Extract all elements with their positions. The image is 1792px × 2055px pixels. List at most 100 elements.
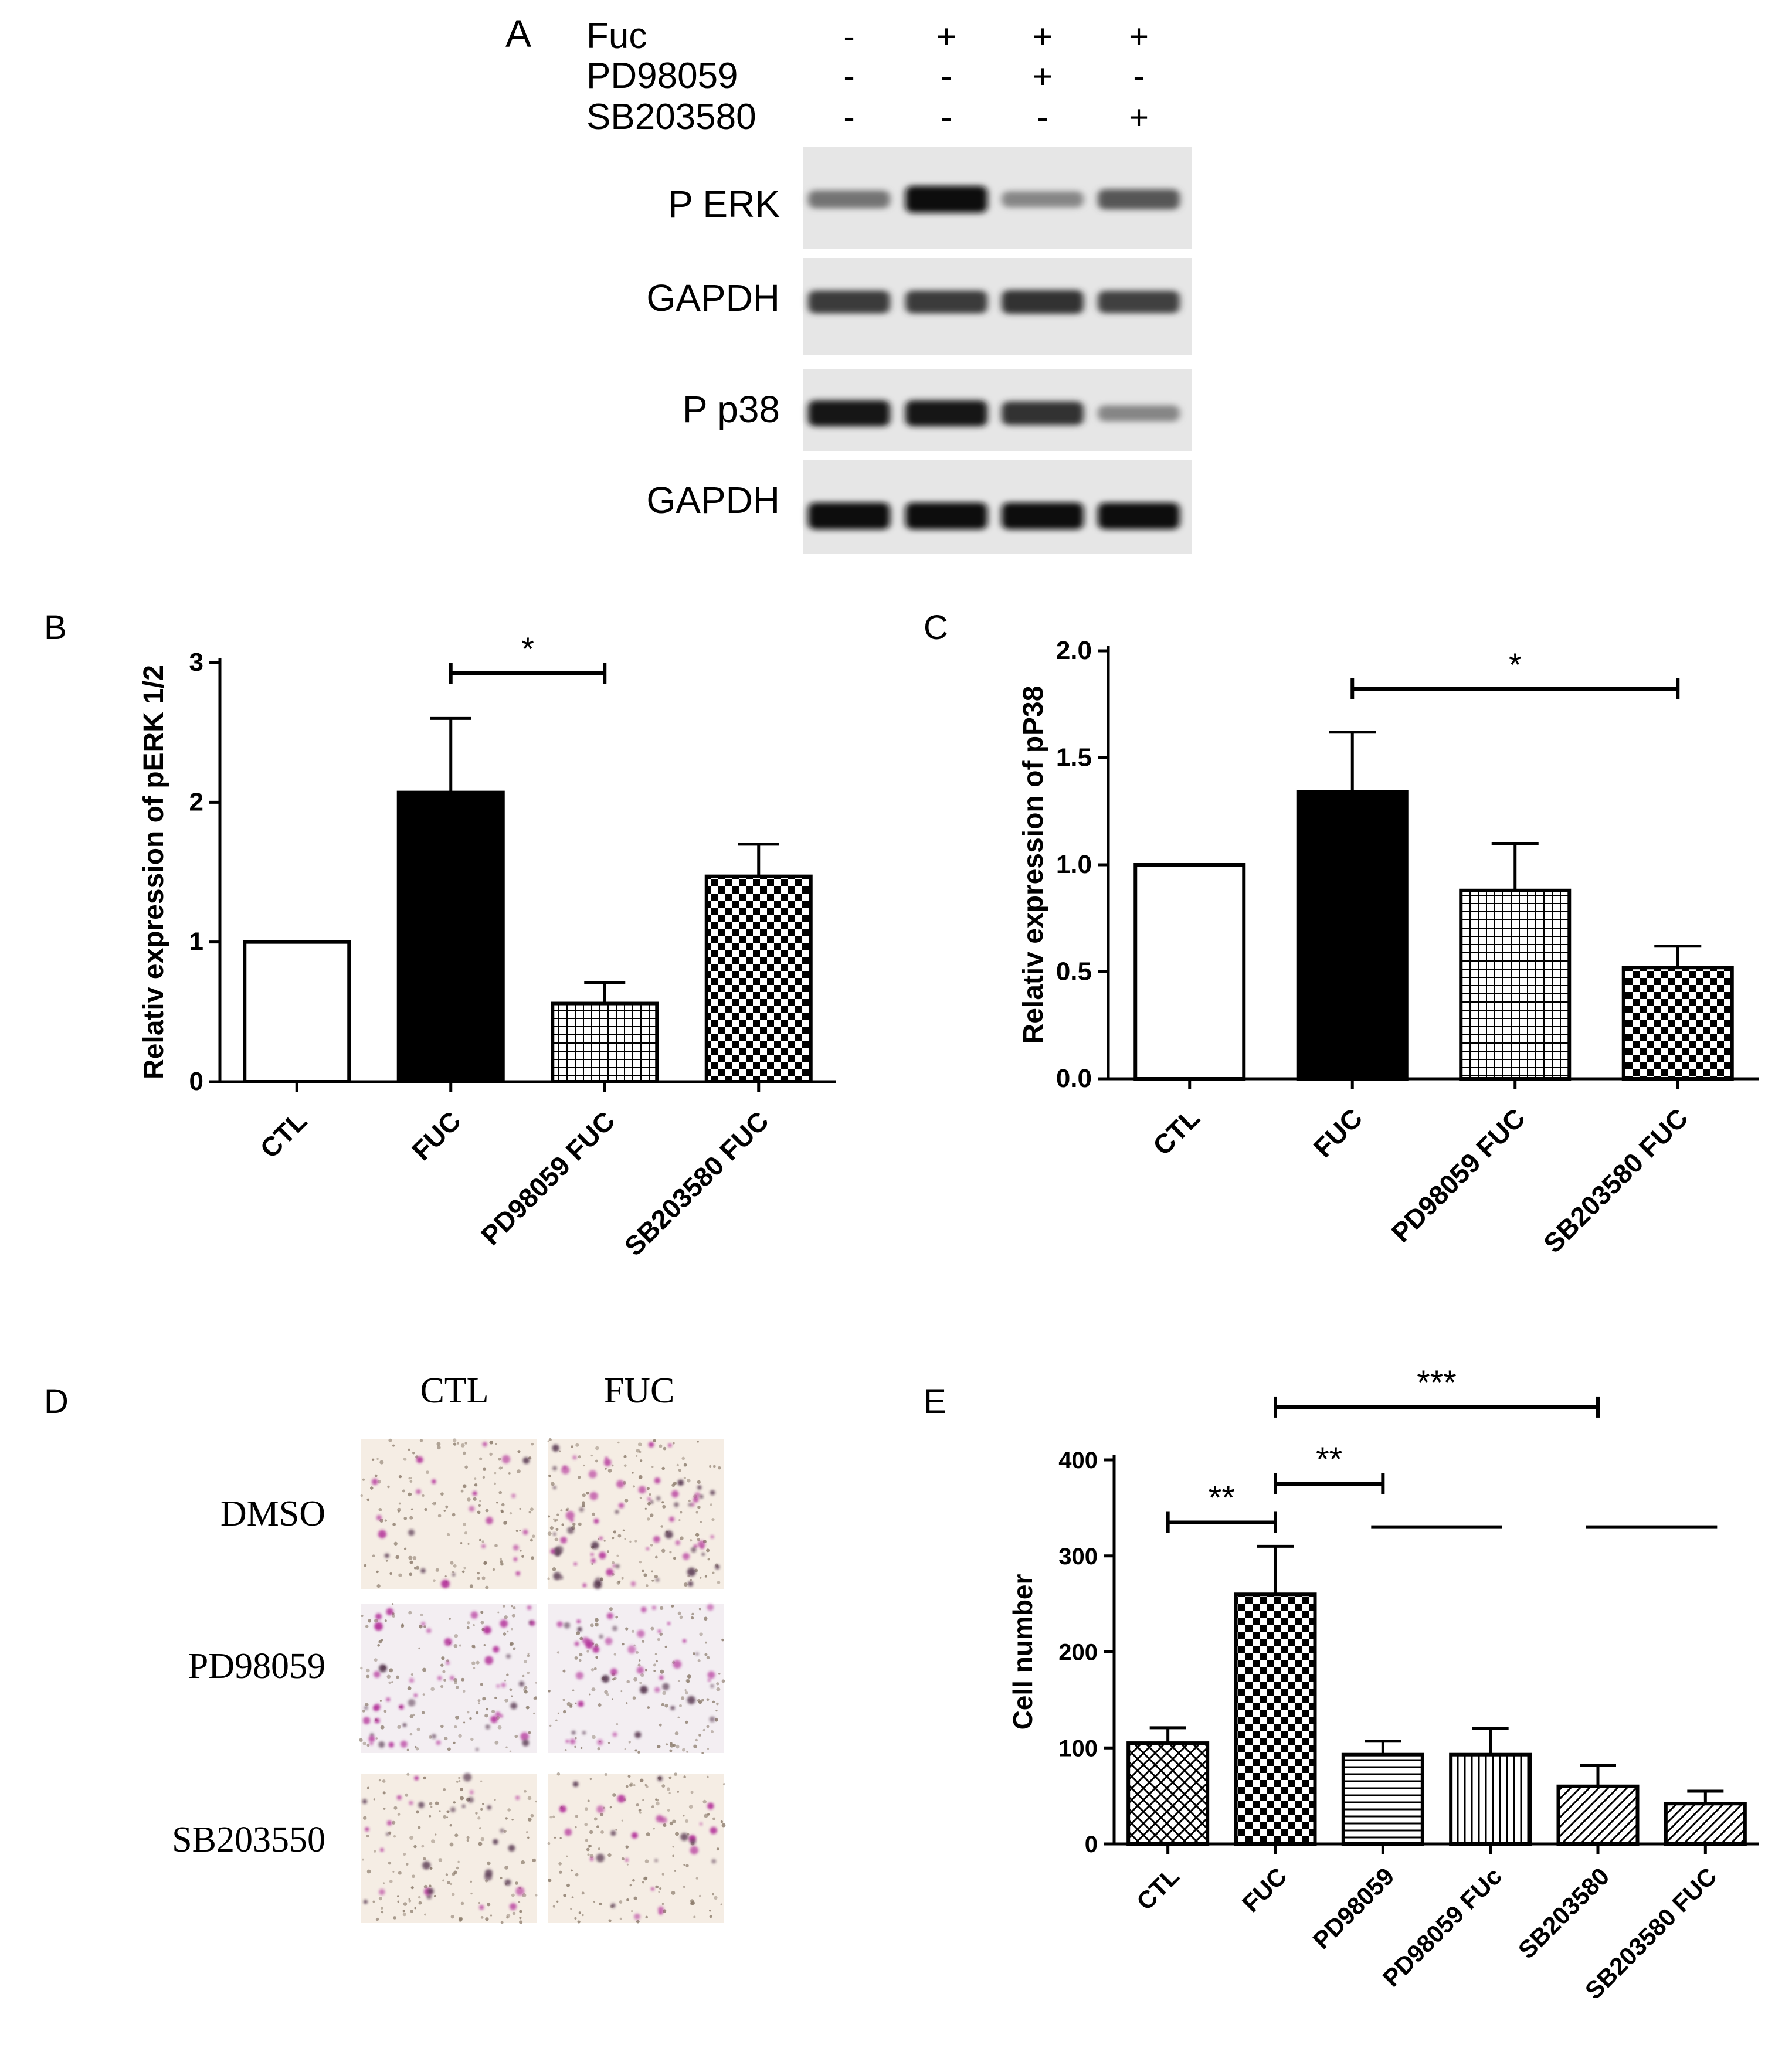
micrograph-pore xyxy=(506,1630,509,1633)
micrograph-pore xyxy=(549,1816,552,1819)
micrograph-pore xyxy=(430,1806,433,1808)
micrograph-pore xyxy=(624,1538,626,1540)
micrograph-pore xyxy=(422,1693,425,1696)
micrograph-stained-cell xyxy=(513,1557,518,1561)
blot-label: P ERK xyxy=(668,183,780,225)
micrograph-pore xyxy=(555,1719,558,1721)
micrograph-stained-cell xyxy=(479,1905,484,1910)
micrograph-stained-cell xyxy=(490,1716,498,1723)
micrograph-pore xyxy=(575,1702,577,1704)
micrograph-pore xyxy=(406,1772,410,1776)
micrograph-pore xyxy=(414,1907,416,1910)
micrograph-stained-cell xyxy=(612,1564,616,1568)
micrograph-pore xyxy=(472,1623,475,1626)
micrograph-stained-cell xyxy=(617,1795,626,1803)
micrograph-pore xyxy=(625,1702,628,1704)
micrograph-stained-cell xyxy=(650,1500,654,1504)
micrograph-pore xyxy=(460,1443,465,1448)
micrograph-stained-cell xyxy=(668,1443,672,1448)
bar-sb203580-fuc xyxy=(1621,966,1734,1081)
micrograph-stained-cell xyxy=(687,1567,696,1577)
panel-d-letter: D xyxy=(44,1383,69,1421)
micrograph-pore xyxy=(644,1669,647,1672)
micrograph-pore xyxy=(415,1565,420,1570)
micrograph-stained-cell xyxy=(605,1456,608,1460)
micrograph-pore xyxy=(454,1725,457,1728)
micrograph-pore xyxy=(517,1450,521,1453)
micrograph-pore xyxy=(366,1668,370,1673)
micrograph-pore xyxy=(535,1894,538,1897)
micrograph-pore xyxy=(709,1915,712,1918)
micrograph-background xyxy=(548,1439,724,1589)
micrograph-pore xyxy=(519,1507,521,1510)
y-tick-label-3: 300 xyxy=(1058,1544,1098,1570)
micrograph-pore xyxy=(661,1873,664,1876)
micrograph-pore xyxy=(593,1667,597,1670)
micrograph-pore xyxy=(527,1671,530,1674)
micrograph-pore xyxy=(569,1704,572,1707)
micrograph-pore xyxy=(547,1531,552,1536)
micrograph-pore xyxy=(697,1480,701,1484)
row-label-sb203550: SB203550 xyxy=(172,1820,325,1860)
micrograph-pore xyxy=(651,1570,653,1573)
micrograph-stained-cell xyxy=(469,1506,475,1512)
micrograph-pore xyxy=(477,1510,481,1514)
y-axis-label: Relativ expression of pERK 1/2 xyxy=(138,665,169,1079)
micrograph-stained-cell xyxy=(576,1619,581,1623)
micrograph-stained-cell xyxy=(565,1511,575,1520)
micrograph-pore xyxy=(446,1816,449,1819)
micrograph-pore xyxy=(466,1839,469,1842)
row-label-dmso: DMSO xyxy=(220,1494,325,1534)
micrograph-pore xyxy=(548,1515,551,1518)
micrograph-stained-cell xyxy=(444,1638,452,1646)
micrograph-pore xyxy=(443,1679,446,1682)
micrograph-stained-cell xyxy=(590,1857,594,1861)
micrograph-pore xyxy=(683,1463,687,1467)
micrograph-stained-cell xyxy=(374,1622,383,1631)
micrograph-stained-cell xyxy=(590,1558,596,1563)
micrograph-stained-cell xyxy=(640,1606,647,1613)
micrograph-stained-cell xyxy=(552,1466,557,1471)
micrograph-pore xyxy=(453,1677,458,1682)
micrograph-pore xyxy=(516,1469,521,1474)
micrograph-pore xyxy=(668,1776,672,1779)
micrograph-pore xyxy=(677,1716,680,1719)
micrograph-pore xyxy=(585,1839,588,1842)
micrograph-pore xyxy=(377,1480,381,1484)
micrograph-stained-cell xyxy=(687,1696,695,1704)
micrograph-pore xyxy=(519,1920,523,1924)
micrograph-pore xyxy=(388,1438,392,1442)
micrograph-pore xyxy=(690,1901,694,1905)
micrograph-pore xyxy=(582,1504,585,1508)
micrograph-pore xyxy=(453,1741,456,1744)
micrograph-stained-cell xyxy=(408,1529,415,1536)
micrograph-pore xyxy=(449,1618,451,1620)
micrograph-pore xyxy=(362,1478,365,1481)
micrograph-pore xyxy=(574,1745,576,1748)
micrograph-pore xyxy=(492,1568,495,1571)
micrograph-pore xyxy=(698,1608,701,1611)
micrograph-pore xyxy=(372,1554,375,1558)
micrograph-pore xyxy=(671,1483,676,1487)
micrograph-pore xyxy=(716,1687,721,1691)
micrograph-pore xyxy=(666,1743,668,1746)
micrograph-pore xyxy=(656,1801,660,1806)
micrograph-pore xyxy=(576,1631,581,1636)
micrograph-pore xyxy=(649,1493,651,1496)
micrograph-pore xyxy=(706,1775,709,1778)
micrograph-stained-cell xyxy=(680,1833,688,1841)
micrograph-pore xyxy=(604,1690,608,1694)
blot-band-lane-2 xyxy=(905,290,987,314)
micrograph-pore xyxy=(716,1702,719,1706)
micrograph-pore xyxy=(707,1558,710,1561)
micrograph-pore xyxy=(680,1511,683,1514)
micrograph-pore xyxy=(511,1605,513,1608)
micrograph-stained-cell xyxy=(552,1486,556,1490)
micrograph-stained-cell xyxy=(578,1700,584,1707)
micrograph-stained-cell xyxy=(475,1748,479,1751)
micrograph-pore xyxy=(377,1643,380,1647)
column-label-ctl: CTL xyxy=(420,1371,488,1411)
micrograph-pore xyxy=(645,1876,648,1879)
micrograph-pore xyxy=(549,1724,552,1727)
